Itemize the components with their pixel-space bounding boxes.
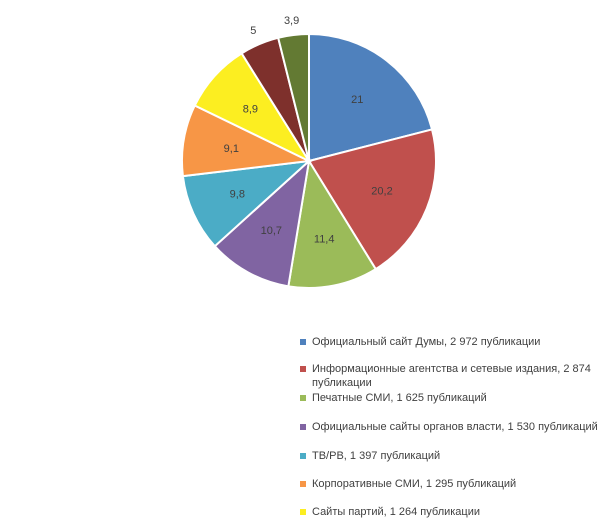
legend-color-swatch: [300, 339, 306, 345]
legend-item[interactable]: Корпоративные СМИ, 1 295 публикаций: [300, 477, 516, 491]
legend-color-swatch: [300, 424, 306, 430]
legend-label: Корпоративные СМИ, 1 295 публикаций: [312, 478, 517, 490]
legend-label: Сайты партий, 1 264 публикации: [312, 506, 481, 518]
pie-chart: 21 20,2 11,4 10,7 9,8 9,1 8,9 5 3,9: [181, 15, 437, 289]
legend-label: Официальный сайт Думы, 2 972 публикации: [312, 336, 541, 348]
slice-value-label: 8,9: [243, 103, 258, 115]
slice-value-label: 10,7: [261, 225, 282, 237]
legend-label: ТВ/РВ, 1 397 публикаций: [312, 450, 441, 462]
slice-value-label: 9,8: [230, 189, 245, 201]
legend-item[interactable]: Официальные сайты органов власти, 1 530 …: [300, 420, 598, 434]
pie-slice[interactable]: [181, 159, 313, 248]
slice-value-label: 20,2: [371, 185, 392, 197]
legend-item[interactable]: Официальный сайт Думы, 2 972 публикации: [300, 335, 540, 349]
legend-item[interactable]: Печатные СМИ, 1 625 публикаций: [300, 391, 487, 405]
legend-color-swatch: [300, 366, 306, 372]
pie-slice[interactable]: [213, 158, 311, 288]
legend-color-swatch: [300, 453, 306, 459]
slice-value-label: 21: [351, 94, 363, 106]
slice-value-label: 3,9: [284, 15, 299, 27]
legend-label: Печатные СМИ, 1 625 публикаций: [312, 392, 487, 404]
slice-value-label: 11,4: [314, 233, 335, 245]
pie-slice[interactable]: [307, 128, 437, 271]
pie-slice[interactable]: [287, 158, 378, 289]
legend-item[interactable]: Сайты партий, 1 264 публикации: [300, 505, 480, 519]
slice-value-label: 5: [250, 25, 256, 37]
pie-slice[interactable]: [308, 32, 434, 163]
legend-color-swatch: [300, 481, 306, 487]
legend-color-swatch: [300, 509, 306, 515]
pie-slice[interactable]: [276, 32, 310, 162]
chart-legend: Официальный сайт Думы, 2 972 публикации …: [300, 0, 610, 531]
legend-item[interactable]: ТВ/РВ, 1 397 публикаций: [300, 449, 440, 463]
legend-label: Официальные сайты органов власти, 1 530 …: [312, 421, 598, 433]
legend-color-swatch: [300, 395, 306, 401]
legend-label: Информационные агентства и сетевые издан…: [312, 363, 591, 389]
slice-value-label: 9,1: [224, 143, 239, 155]
legend-item[interactable]: Информационные агентства и сетевые издан…: [300, 362, 612, 390]
